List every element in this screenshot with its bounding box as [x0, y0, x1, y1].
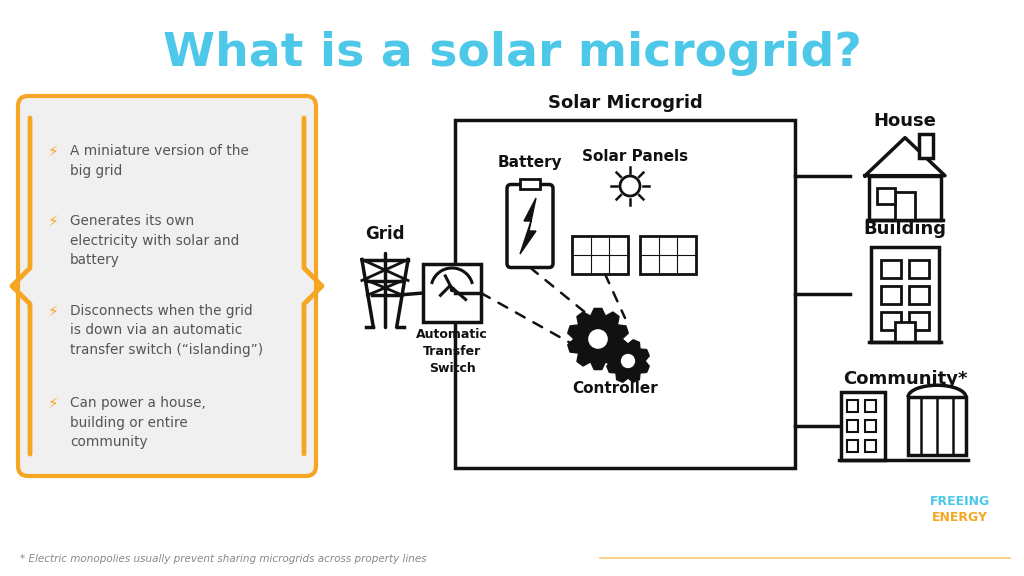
Bar — [909, 312, 929, 329]
FancyBboxPatch shape — [507, 184, 553, 267]
Polygon shape — [568, 308, 628, 370]
Text: Generates its own
electricity with solar and
battery: Generates its own electricity with solar… — [70, 214, 240, 267]
Bar — [871, 247, 939, 342]
Bar — [877, 188, 895, 204]
Text: ⚡: ⚡ — [48, 214, 58, 229]
Bar — [865, 440, 876, 452]
Text: * Electric monopolies usually prevent sharing microgrids across property lines: * Electric monopolies usually prevent sh… — [20, 554, 427, 564]
Polygon shape — [607, 340, 649, 382]
Text: Battery: Battery — [498, 156, 562, 170]
Text: Solar Microgrid: Solar Microgrid — [548, 94, 702, 112]
Bar — [423, 264, 481, 322]
Bar — [572, 236, 628, 274]
Bar — [881, 286, 901, 304]
Bar — [841, 392, 885, 460]
Bar — [865, 400, 876, 412]
Bar — [455, 120, 795, 468]
Bar — [895, 321, 915, 342]
Bar — [895, 192, 915, 219]
Text: A miniature version of the
big grid: A miniature version of the big grid — [70, 144, 249, 177]
Text: ⚡: ⚡ — [48, 396, 58, 411]
Text: Building: Building — [863, 221, 946, 238]
Polygon shape — [520, 198, 536, 254]
Circle shape — [589, 330, 607, 348]
Text: House: House — [873, 112, 936, 130]
Text: FREEING: FREEING — [930, 495, 990, 508]
Bar — [520, 179, 540, 188]
Text: Automatic
Transfer
Switch: Automatic Transfer Switch — [416, 328, 487, 375]
Circle shape — [622, 355, 635, 367]
Bar — [909, 286, 929, 304]
Bar — [640, 236, 696, 274]
Text: ⚡: ⚡ — [48, 304, 58, 319]
FancyBboxPatch shape — [18, 96, 316, 476]
Polygon shape — [865, 138, 945, 176]
Bar — [881, 260, 901, 278]
Bar — [847, 400, 858, 412]
Bar — [865, 420, 876, 432]
Text: What is a solar microgrid?: What is a solar microgrid? — [163, 31, 861, 76]
Text: Controller: Controller — [572, 381, 657, 396]
Bar — [881, 312, 901, 329]
Bar — [919, 134, 933, 158]
Bar — [847, 420, 858, 432]
Bar — [847, 440, 858, 452]
Text: Community*: Community* — [843, 370, 968, 388]
Text: Solar Panels: Solar Panels — [582, 149, 688, 164]
Text: ENERGY: ENERGY — [932, 511, 988, 524]
Text: ⚡: ⚡ — [48, 144, 58, 159]
Bar — [869, 176, 941, 219]
Text: Disconnects when the grid
is down via an automatic
transfer switch (“islanding”): Disconnects when the grid is down via an… — [70, 304, 263, 357]
Bar — [909, 260, 929, 278]
Text: Can power a house,
building or entire
community: Can power a house, building or entire co… — [70, 396, 206, 449]
Bar — [908, 397, 966, 455]
Text: Grid: Grid — [366, 225, 404, 243]
